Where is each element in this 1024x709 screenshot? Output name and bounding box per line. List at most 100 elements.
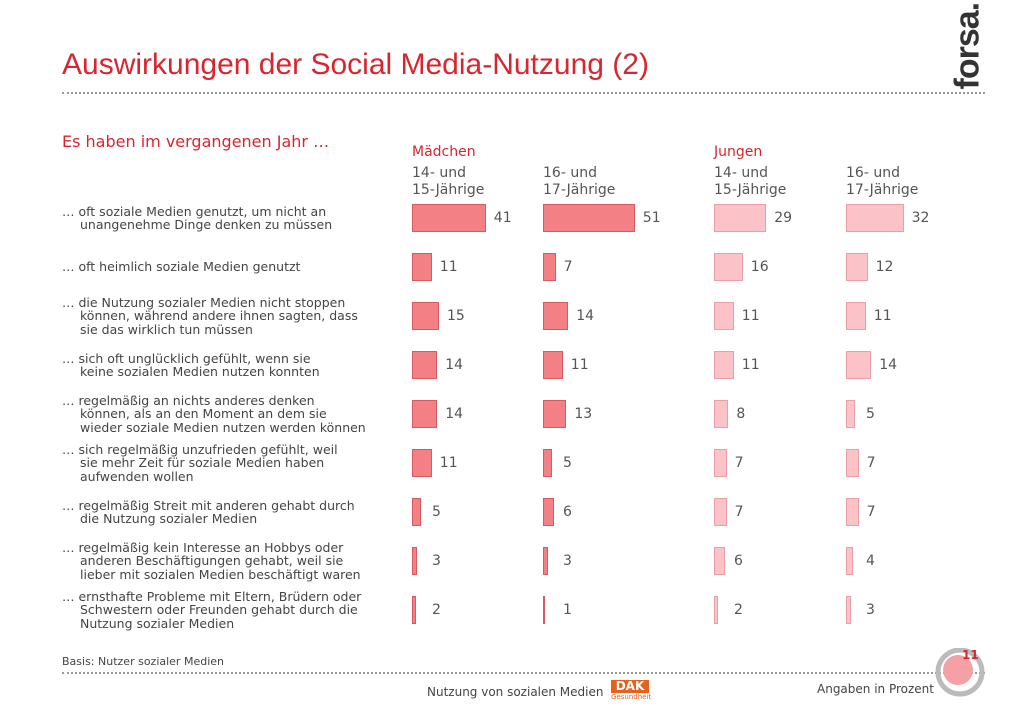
bar — [543, 400, 567, 428]
value-label: 3 — [866, 602, 875, 618]
page-badge — [935, 648, 985, 697]
bar — [543, 253, 556, 281]
category-label: … die Nutzung sozialer Medien nicht stop… — [62, 294, 358, 337]
value-label: 32 — [911, 210, 930, 226]
category-label-row: … oft heimlich soziale Medien genutzt — [62, 244, 402, 290]
bar — [714, 253, 743, 281]
bar — [714, 596, 718, 624]
bar — [412, 449, 432, 477]
bar — [412, 253, 432, 281]
value-label: 11 — [439, 259, 458, 275]
bar — [543, 596, 545, 624]
category-label: … ernsthafte Probleme mit Eltern, Brüder… — [62, 588, 362, 631]
value-label: 14 — [445, 406, 464, 422]
bar — [543, 498, 554, 526]
logo-box: forsa. — [948, 2, 988, 90]
value-label: 5 — [563, 455, 572, 471]
bar — [412, 596, 416, 624]
value-label: 6 — [734, 553, 743, 569]
bar — [714, 400, 729, 428]
value-label: 2 — [432, 602, 441, 618]
value-label: 11 — [741, 357, 760, 373]
category-label-row: … regelmäßig an nichts anderes denken kö… — [62, 391, 402, 437]
bar — [543, 351, 563, 379]
value-label: 16 — [750, 259, 769, 275]
badge-ring — [935, 648, 985, 697]
sponsor-sub: Gesundheit — [611, 693, 652, 701]
value-label: 4 — [866, 553, 875, 569]
category-label-row: … sich regelmäßig unzufrieden gefühlt, w… — [62, 440, 402, 486]
bar — [412, 400, 438, 428]
value-label: 5 — [866, 406, 875, 422]
value-label: 7 — [866, 504, 876, 520]
category-label-row: … regelmäßig Streit mit anderen gehabt d… — [62, 489, 402, 535]
value-label: 2 — [734, 602, 743, 618]
topic: Nutzung von sozialen Medien — [427, 685, 604, 699]
value-label: 14 — [576, 308, 595, 324]
value-label: 51 — [642, 210, 661, 226]
category-label-row: … ernsthafte Probleme mit Eltern, Brüder… — [62, 587, 402, 633]
bar — [412, 204, 486, 232]
bar — [714, 351, 734, 379]
bar — [846, 400, 855, 428]
value-label: 29 — [774, 210, 793, 226]
series-label: 14- und 15-Jährige — [412, 165, 485, 198]
category-label: … sich regelmäßig unzufrieden gefühlt, w… — [62, 441, 338, 484]
bar — [846, 547, 854, 575]
value-label: 11 — [873, 308, 892, 324]
unit-note: Angaben in Prozent — [817, 682, 934, 696]
bar — [714, 547, 725, 575]
bar — [543, 302, 569, 330]
value-label: 41 — [493, 210, 512, 226]
group-label: Mädchen — [412, 144, 476, 160]
bar — [846, 351, 872, 379]
category-label: … oft heimlich soziale Medien genutzt — [62, 259, 301, 275]
series-label: 16- und 17-Jährige — [846, 165, 919, 198]
value-label: 11 — [741, 308, 760, 324]
value-label: 8 — [736, 406, 746, 422]
value-label: 12 — [875, 259, 894, 275]
bar — [412, 351, 438, 379]
subtitle: Es haben im vergangenen Jahr … — [62, 132, 330, 151]
bar — [846, 449, 859, 477]
series-label: 16- und 17-Jährige — [543, 165, 616, 198]
bar — [714, 302, 734, 330]
bar — [846, 498, 859, 526]
value-label: 6 — [563, 504, 572, 520]
bar — [543, 547, 549, 575]
category-label: … sich oft unglücklich gefühlt, wenn sie… — [62, 350, 320, 379]
category-label-row: … regelmäßig kein Interesse an Hobbys od… — [62, 538, 402, 584]
title: Auswirkungen der Social Media-Nutzung (2… — [62, 48, 649, 81]
series-label: 14- und 15-Jährige — [714, 165, 787, 198]
divider — [62, 92, 985, 94]
value-label: 14 — [445, 357, 464, 373]
page-number: 11 — [962, 648, 979, 662]
category-label-row: … oft soziale Medien genutzt, um nicht a… — [62, 195, 402, 241]
value-label: 15 — [447, 308, 465, 324]
value-label: 13 — [574, 406, 593, 422]
value-label: 5 — [432, 504, 441, 520]
value-label: 1 — [563, 602, 572, 618]
value-label: 11 — [570, 357, 589, 373]
divider — [62, 672, 985, 674]
value-label: 11 — [439, 455, 458, 471]
sponsor-logo: DAK Gesundheit — [611, 680, 652, 702]
logo: forsa. — [948, 2, 987, 90]
bar — [543, 449, 552, 477]
value-label: 14 — [879, 357, 898, 373]
bar — [846, 302, 866, 330]
value-label: 7 — [734, 504, 744, 520]
bar — [543, 204, 635, 232]
bar — [846, 204, 904, 232]
bar — [412, 498, 421, 526]
bar — [412, 547, 418, 575]
bar — [846, 596, 852, 624]
bar — [846, 253, 868, 281]
bar — [714, 498, 727, 526]
category-label-row: … sich oft unglücklich gefühlt, wenn sie… — [62, 342, 402, 388]
value-label: 7 — [866, 455, 876, 471]
category-label: … regelmäßig an nichts anderes denken kö… — [62, 392, 366, 435]
category-label: … regelmäßig kein Interesse an Hobbys od… — [62, 539, 361, 582]
bar — [412, 302, 439, 330]
